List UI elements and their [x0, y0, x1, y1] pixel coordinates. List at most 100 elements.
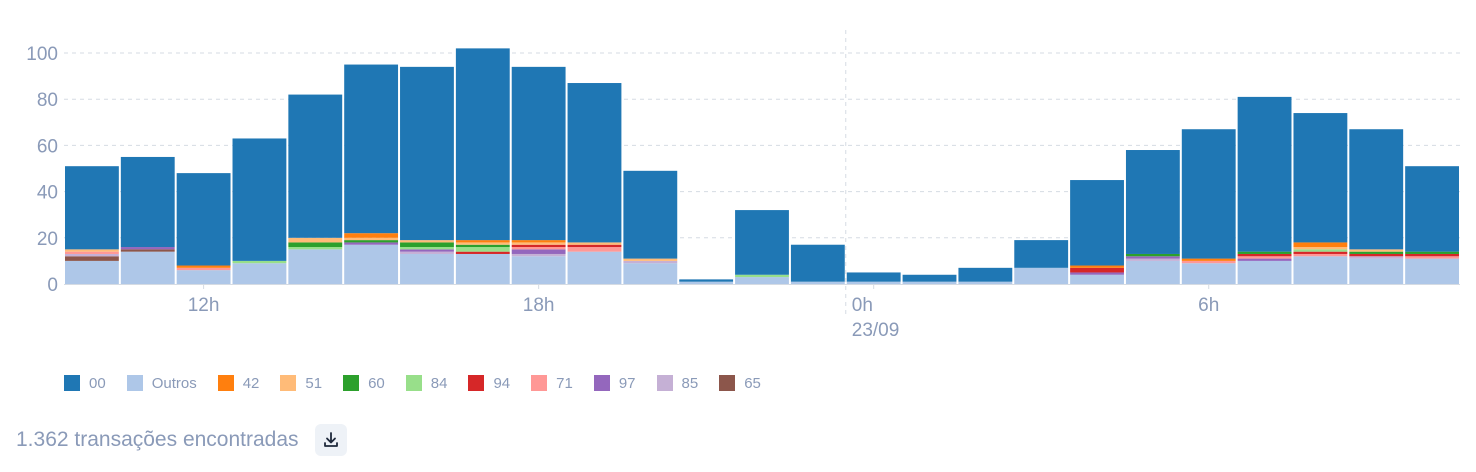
- legend-item-94[interactable]: 94: [468, 375, 510, 392]
- bar-segment-84: [1293, 249, 1348, 252]
- download-button[interactable]: [314, 424, 347, 456]
- transactions-count: 1.362 transações encontradas: [16, 428, 299, 451]
- bar-segment-42: [511, 240, 566, 243]
- bar-segment-97: [1125, 256, 1180, 259]
- bar-segment-outros: [288, 249, 343, 284]
- bar-segment-51: [511, 242, 566, 245]
- bar-segment-00: [735, 210, 789, 275]
- bar-segment-00: [232, 138, 287, 261]
- bar-segment-00: [65, 166, 119, 250]
- bar-segment-97: [400, 249, 454, 252]
- legend-label: 51: [305, 374, 323, 392]
- bar-segment-84: [232, 260, 287, 264]
- bar-segment-85: [400, 251, 454, 254]
- legend-item-85[interactable]: 85: [656, 374, 699, 392]
- bar-segment-outros: [1349, 258, 1404, 284]
- bar-segment-00: [344, 64, 399, 234]
- legend-item-51[interactable]: 51: [280, 375, 322, 392]
- bar-segment-00: [1014, 240, 1069, 268]
- bar-segment-85: [1125, 258, 1180, 261]
- bar-segment-51: [288, 237, 343, 243]
- legend-swatch: [343, 375, 360, 391]
- bar-segment-65: [120, 249, 175, 252]
- bar-segment-00: [1070, 180, 1124, 266]
- bar-segment-71: [511, 247, 566, 250]
- legend-swatch: [719, 375, 736, 391]
- legend-item-00[interactable]: 00: [64, 375, 106, 392]
- bar-segment-71: [567, 247, 622, 252]
- bar-segment-97: [120, 247, 175, 250]
- y-tick-label: 40: [37, 183, 58, 204]
- bar-segment-94: [1349, 253, 1404, 257]
- bar-segment-51: [623, 258, 678, 261]
- bar-segment-00: [790, 244, 845, 282]
- bar-segment-outros: [120, 251, 175, 284]
- bar-segment-42: [344, 233, 399, 238]
- legend-item-84[interactable]: 84: [405, 375, 447, 392]
- bar-segment-51: [567, 242, 622, 245]
- bar-segment-51: [1349, 249, 1404, 252]
- bar-segment-60: [1349, 251, 1404, 254]
- bar-segment-00: [958, 267, 1013, 282]
- bar-segment-00: [679, 279, 734, 282]
- bar-segment-outros: [65, 260, 119, 284]
- legend-label: 42: [242, 374, 260, 392]
- legend-label: 85: [681, 374, 699, 392]
- bar-segment-94: [455, 251, 510, 254]
- x-tick-sublabel: 23/09: [852, 320, 900, 341]
- bar-segment-42: [455, 240, 510, 243]
- bar-segment-outros: [400, 253, 454, 284]
- legend-item-42[interactable]: 42: [217, 374, 260, 392]
- bar-segment-51: [65, 249, 119, 252]
- x-tick-label: 6h: [1198, 295, 1219, 316]
- legend-label: 00: [89, 374, 106, 392]
- bar-segment-97: [511, 249, 566, 254]
- bar-segment-outros: [455, 253, 510, 284]
- legend-item-97[interactable]: 97: [593, 375, 636, 392]
- bar-segment-85: [511, 253, 566, 257]
- bar-segment-71: [1405, 256, 1459, 259]
- chart-legend: 00 Outros 42 51 60 84 94 71 97 85 65: [64, 372, 782, 394]
- legend-item-60[interactable]: 60: [343, 375, 385, 392]
- bar-segment-00: [1349, 129, 1404, 250]
- bar-segment-outros: [176, 270, 231, 284]
- bar-segment-94: [1293, 251, 1348, 254]
- bar-segment-85: [1349, 256, 1404, 259]
- bar-segment-00: [455, 48, 510, 241]
- legend-item-outros[interactable]: Outros: [126, 375, 197, 392]
- bar-segment-outros: [623, 263, 678, 284]
- bar-segment-00: [1125, 150, 1180, 254]
- bar-segment-outros: [1181, 263, 1236, 284]
- bar-segment-00: [400, 66, 454, 241]
- bar-segment-42: [1070, 265, 1124, 268]
- legend-swatch: [217, 375, 234, 391]
- x-tick-label: 0h: [852, 295, 873, 316]
- bar-segment-outros: [232, 263, 287, 284]
- bar-segment-outros: [679, 281, 734, 284]
- bar-segment-00: [511, 66, 566, 241]
- bar-segment-outros: [511, 256, 566, 284]
- bar-segment-outros: [1293, 256, 1348, 284]
- bar-segment-outros: [1405, 258, 1459, 284]
- bar-segment-60: [1405, 251, 1459, 254]
- bar-segment-42: [1181, 258, 1236, 261]
- bar-segment-97: [344, 242, 399, 245]
- legend-item-65[interactable]: 65: [719, 375, 761, 392]
- y-tick-label: 0: [47, 275, 58, 296]
- bar-segment-71: [65, 251, 119, 254]
- bar-segment-00: [120, 156, 175, 248]
- bar-segment-00: [902, 274, 957, 282]
- legend-swatch: [280, 375, 297, 391]
- bar-segment-51: [1293, 247, 1348, 250]
- bar-segment-outros: [567, 251, 622, 284]
- bar-segment-00: [1293, 113, 1348, 243]
- bar-segment-00: [1405, 166, 1459, 252]
- y-tick-label: 100: [26, 44, 58, 65]
- bar-segment-outros: [344, 244, 399, 284]
- bar-segment-97: [1237, 258, 1292, 261]
- bar-segment-94: [1070, 267, 1124, 273]
- legend-item-71[interactable]: 71: [531, 375, 573, 392]
- legend-swatch: [531, 375, 548, 391]
- bar-segment-outros: [735, 277, 789, 284]
- bar-segment-84: [735, 274, 789, 278]
